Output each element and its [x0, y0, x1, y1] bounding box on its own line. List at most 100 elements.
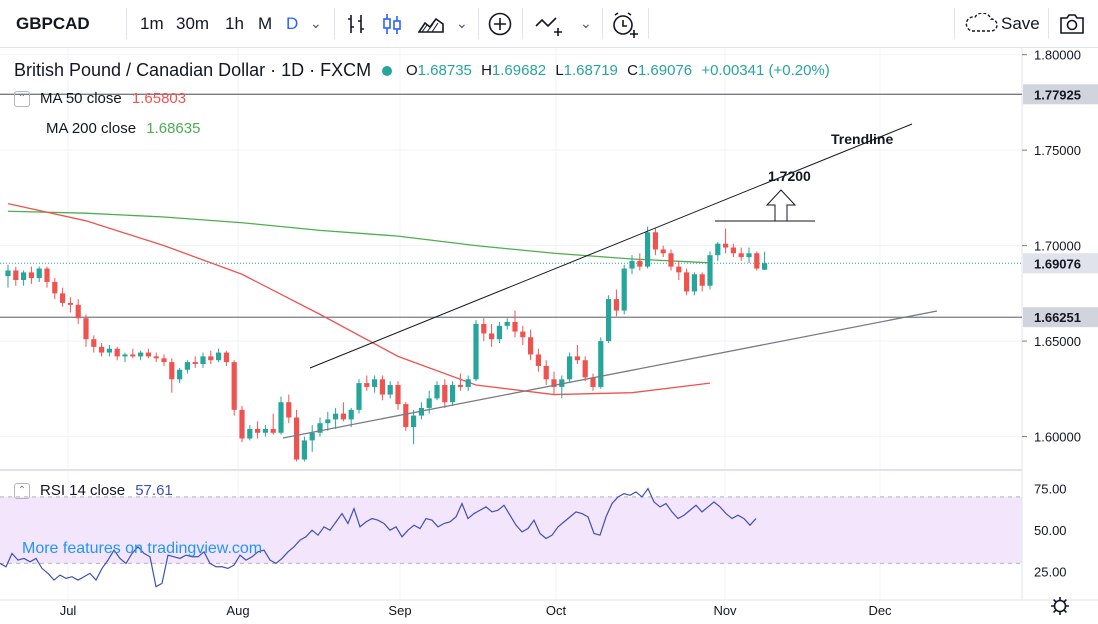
rsi-legend[interactable]: ⌃ RSI 14 close 57.61: [14, 482, 173, 500]
candle-body: [340, 413, 346, 420]
candle-body: [255, 428, 261, 433]
rsi-axis[interactable]: 75.00 50.00 25.00: [1034, 482, 1067, 580]
time-tick-label: Nov: [713, 603, 737, 618]
candle-body: [489, 333, 495, 340]
candle-body: [247, 428, 253, 439]
rsi-value: 57.61: [135, 482, 173, 499]
candle-body: [426, 398, 432, 408]
indicators-plus-icon[interactable]: [488, 12, 512, 36]
lower-trendline[interactable]: [282, 310, 938, 439]
candle-body: [699, 274, 705, 286]
interval-dropdown-icon[interactable]: ⌄: [310, 15, 322, 31]
interval-30m[interactable]: 30m: [176, 14, 210, 33]
interval-1h[interactable]: 1h: [225, 14, 244, 33]
interval-month[interactable]: M: [258, 14, 273, 33]
horizontal-levels[interactable]: [0, 93, 1022, 318]
candle-body: [301, 440, 307, 460]
high-label: H: [481, 62, 492, 79]
price-tick-label: 1.60000: [1034, 430, 1081, 445]
target-arrow-icon: [765, 189, 797, 222]
candle-body: [5, 270, 11, 277]
camera-snapshot-icon[interactable]: [1059, 13, 1085, 35]
candle-body: [730, 247, 736, 254]
candle-body: [715, 243, 721, 256]
candle-body: [317, 423, 323, 433]
close-label: C: [627, 62, 638, 79]
rsi-tick-label: 50.00: [1034, 523, 1067, 538]
candle-body: [21, 272, 27, 281]
candle-body: [91, 339, 97, 347]
candle-body: [668, 253, 674, 267]
candle-body: [450, 385, 456, 403]
candle-body: [372, 379, 378, 387]
collapse-chevron-icon[interactable]: ⌃: [14, 483, 30, 500]
top-toolbar: GBPCAD 1m 30m 1h M D ⌄ ⌄ ⌄ Save: [0, 0, 1098, 48]
candle-body: [684, 272, 690, 292]
ohlc-values: O1.68735 H1.69682 L1.68719 C1.69076 +0.0…: [406, 62, 830, 79]
candle-body: [660, 249, 666, 254]
candle-body: [567, 356, 573, 380]
candle-body: [184, 362, 190, 370]
ma200-line: [7, 210, 711, 264]
save-button[interactable]: Save: [1001, 14, 1040, 33]
candle-body: [457, 385, 463, 387]
price-tick-label: 1.80000: [1034, 48, 1081, 63]
change-value: +0.00341 (+0.20%): [701, 62, 830, 79]
candle-body: [504, 322, 510, 326]
candle-body: [294, 417, 300, 460]
settings-gear-icon[interactable]: [1051, 597, 1069, 615]
time-axis[interactable]: Jul Aug Sep Oct Nov Dec: [60, 603, 892, 618]
compare-icon[interactable]: [534, 12, 568, 38]
candle-body: [613, 299, 619, 311]
candle-body: [52, 281, 58, 294]
ma50-line: [7, 202, 711, 396]
low-label: L: [555, 62, 564, 79]
candle-body: [598, 341, 604, 387]
time-tick-label: Sep: [388, 603, 411, 618]
interval-1m[interactable]: 1m: [140, 14, 164, 33]
time-tick-label: Jul: [60, 603, 77, 618]
alert-clock-icon[interactable]: [610, 10, 640, 38]
legend-instrument: British Pound / Canadian Dollar · 1D · F…: [14, 60, 372, 80]
promo-link[interactable]: More features on tradingview.com: [22, 540, 263, 557]
ma200-legend[interactable]: MA 200 close 1.68635: [46, 120, 200, 137]
candle-body: [629, 260, 635, 269]
collapse-chevron-icon[interactable]: ⌃: [14, 91, 30, 108]
candle-body: [754, 253, 760, 269]
ma50-legend[interactable]: ⌃ MA 50 close 1.65803: [14, 90, 186, 108]
cloud-save-icon[interactable]: [964, 13, 998, 33]
candle-body: [676, 266, 682, 273]
price-tick-label: 1.70000: [1034, 239, 1081, 254]
bar-chart-type-icon[interactable]: [346, 13, 366, 35]
candles-chart-type-icon[interactable]: [381, 12, 403, 36]
candle-body: [270, 428, 276, 433]
candle-body: [574, 356, 580, 361]
compare-dropdown-icon[interactable]: ⌄: [580, 15, 592, 31]
candle-body: [379, 379, 385, 395]
candle-body: [543, 365, 549, 380]
price-axis[interactable]: 1.80000 1.75000 1.70000 1.65000 1.60000: [1022, 48, 1081, 445]
candle-body: [723, 243, 729, 248]
candle-body: [535, 354, 541, 366]
candle-body: [442, 385, 448, 403]
chart-type-dropdown-icon[interactable]: ⌄: [456, 15, 468, 31]
target-label: 1.7200: [768, 168, 811, 184]
symbol-search[interactable]: GBPCAD: [16, 14, 90, 33]
candle-body: [60, 293, 66, 303]
candle-body: [106, 348, 112, 353]
candle-body: [286, 402, 292, 418]
upper-trendline[interactable]: [309, 123, 913, 369]
candle-body: [637, 260, 643, 267]
interval-day[interactable]: D: [286, 14, 299, 33]
chart-canvas[interactable]: 1.7200 Trendline 1.800001.750001.700001.…: [0, 48, 1098, 624]
candle-body: [161, 358, 167, 363]
candle-body: [606, 299, 612, 342]
area-chart-type-icon[interactable]: [418, 14, 444, 34]
price-tag-bg: [1023, 84, 1098, 105]
candle-body: [153, 356, 159, 359]
candle-body: [114, 348, 120, 357]
candle-body: [223, 352, 229, 363]
open-label: O: [406, 62, 418, 79]
candle-body: [177, 369, 183, 380]
candle-body: [348, 409, 354, 420]
